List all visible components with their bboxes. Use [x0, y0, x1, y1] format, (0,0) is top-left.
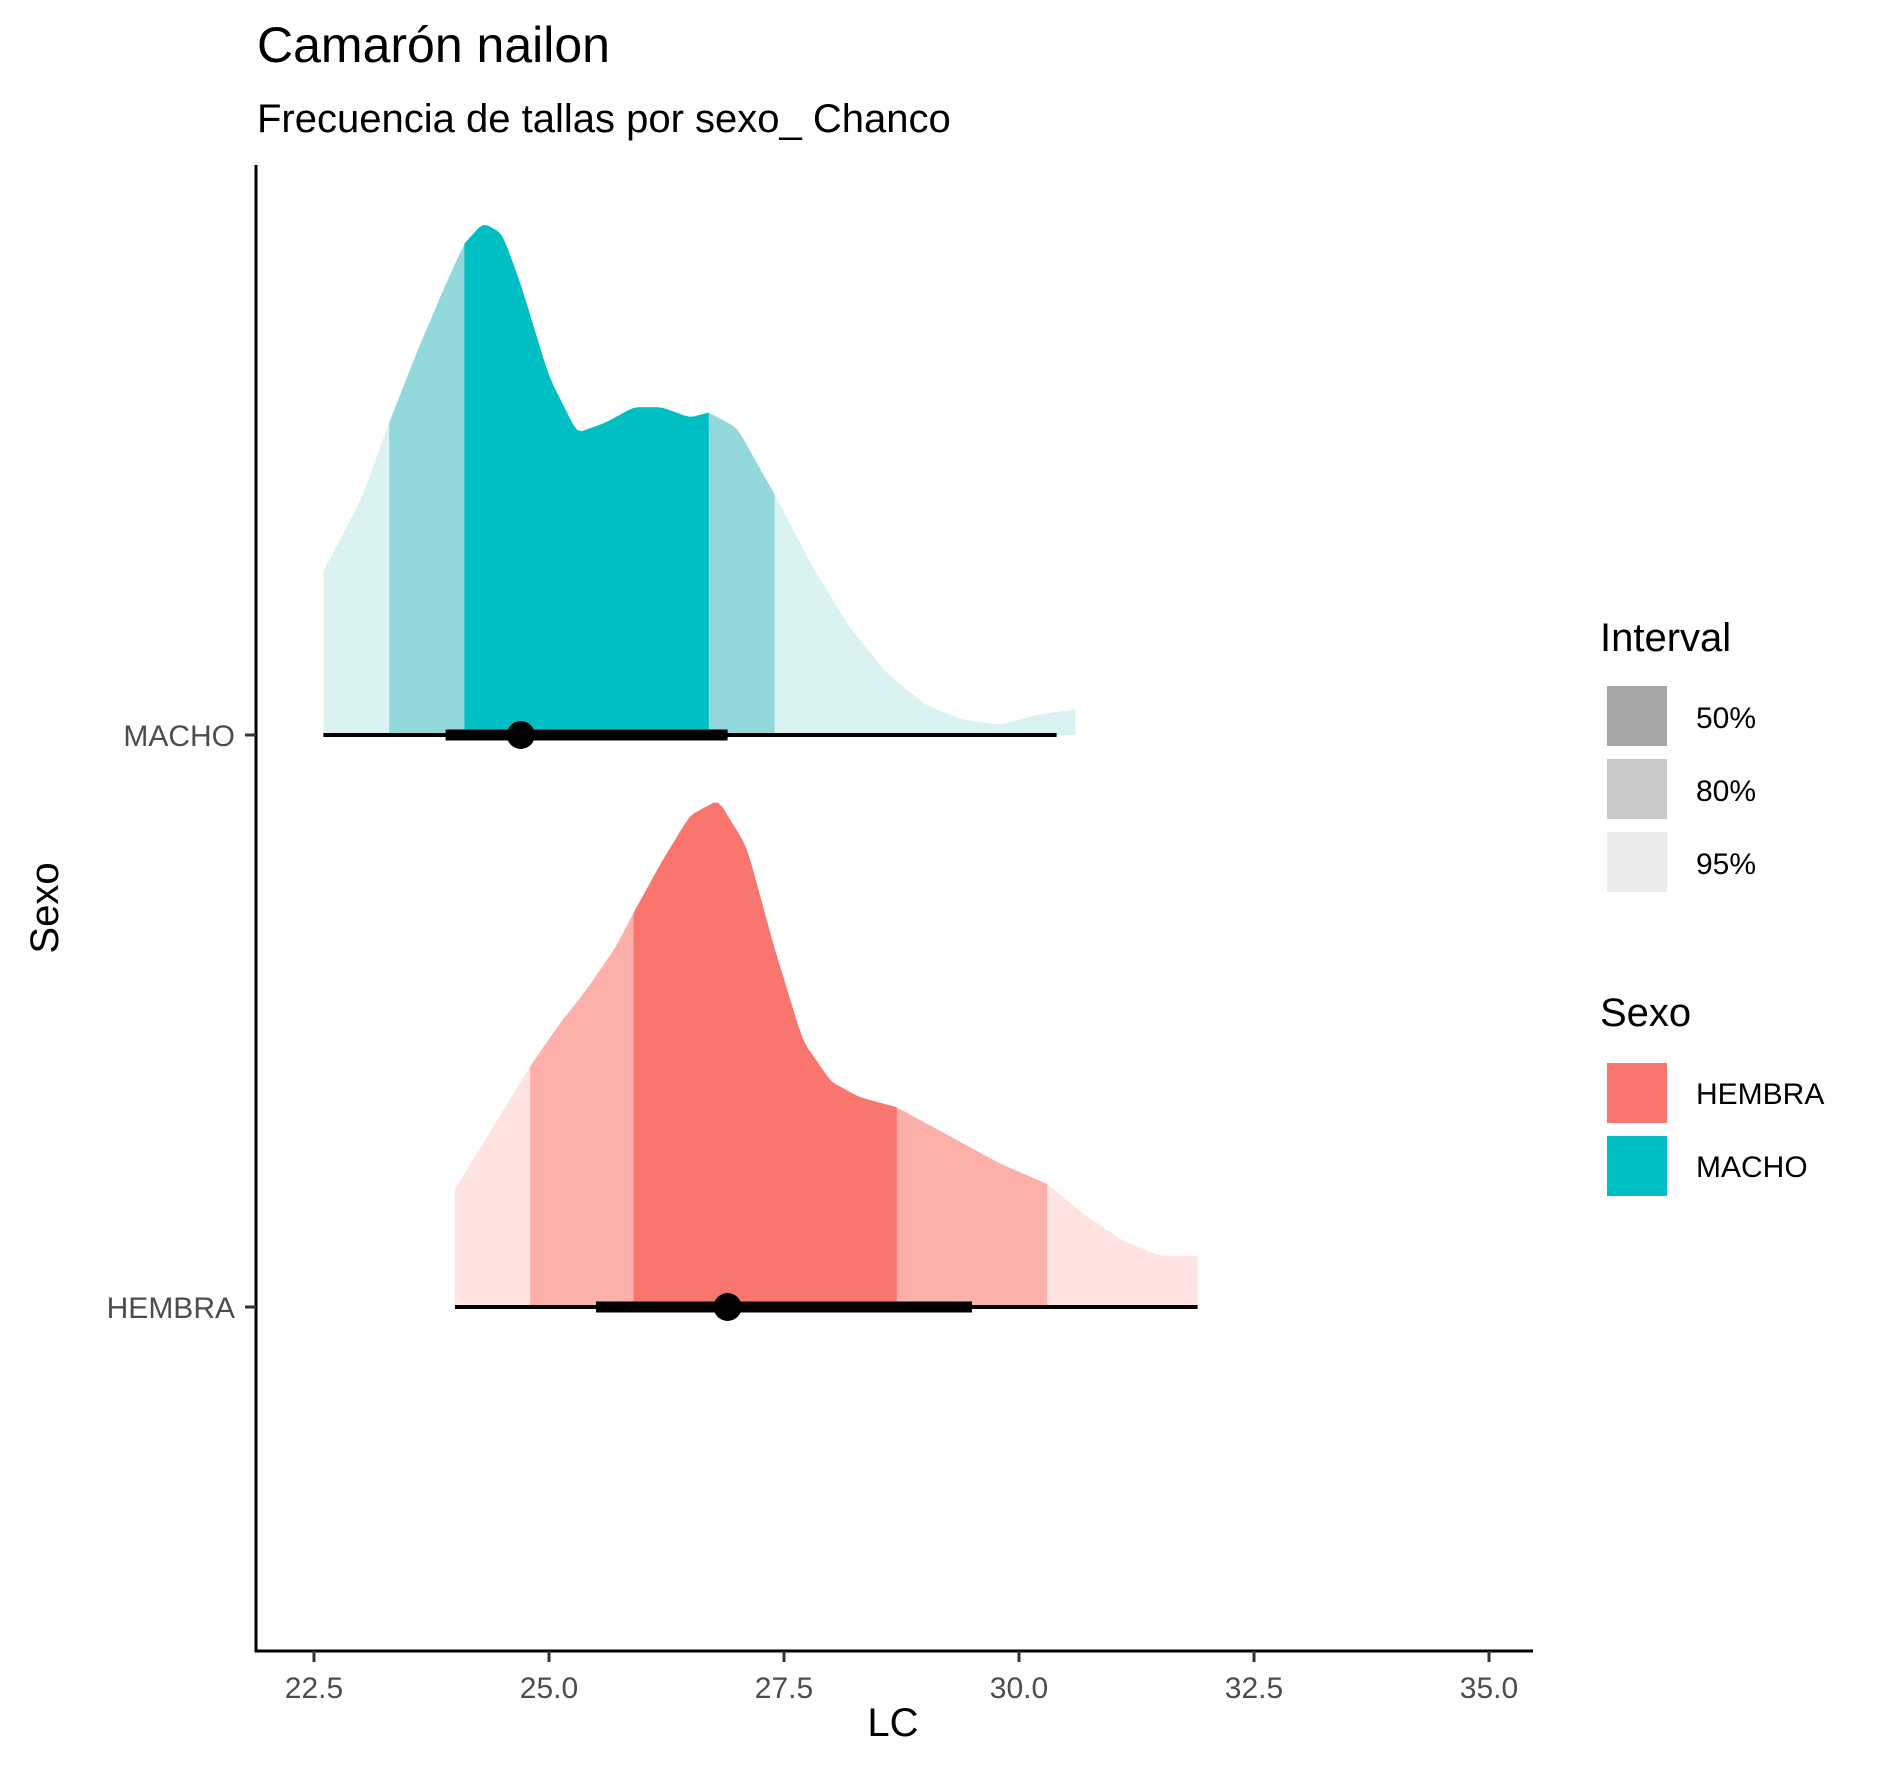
legend-title-interval: Interval — [1600, 616, 1731, 660]
legend-sexo-items: HEMBRA MACHO — [1607, 1063, 1824, 1196]
x-tick-label: 25.0 — [520, 1672, 578, 1705]
median-point-hembra — [713, 1293, 742, 1321]
chart-subtitle: Frecuencia de tallas por sexo_ Chanco — [257, 97, 951, 141]
legend-label-interval: 80% — [1696, 775, 1756, 808]
y-tick-label-macho: MACHO — [123, 720, 235, 753]
x-tick-label: 30.0 — [990, 1672, 1048, 1705]
y-axis-ticks: MACHO HEMBRA — [107, 720, 256, 1325]
legend-interval-items: 50% 80% 95% — [1607, 686, 1756, 892]
legend-key-interval-95 — [1607, 832, 1667, 892]
density-50-macho — [464, 224, 709, 735]
legend-label-hembra: HEMBRA — [1696, 1078, 1824, 1111]
plot-area — [323, 224, 1198, 1321]
chart-title: Camarón nailon — [257, 17, 610, 73]
x-axis-title: LC — [867, 1701, 918, 1745]
legend-label-macho: MACHO — [1696, 1151, 1808, 1184]
legend-key-macho — [1607, 1136, 1667, 1196]
legend-label-interval: 50% — [1696, 702, 1756, 735]
legend-key-interval-80 — [1607, 759, 1667, 819]
x-tick-label: 35.0 — [1460, 1672, 1518, 1705]
series-macho — [323, 224, 1076, 749]
legend-key-hembra — [1607, 1063, 1667, 1123]
x-tick-label: 22.5 — [285, 1672, 343, 1705]
legend-key-interval-50 — [1607, 686, 1667, 746]
y-axis-title: Sexo — [23, 862, 67, 953]
series-hembra — [455, 802, 1198, 1321]
x-tick-label: 32.5 — [1225, 1672, 1283, 1705]
legend-title-sexo: Sexo — [1600, 991, 1691, 1035]
legend-label-interval: 95% — [1696, 848, 1756, 881]
x-axis-ticks: 22.5 25.0 27.5 30.0 32.5 35.0 — [285, 1651, 1518, 1705]
y-tick-label-hembra: HEMBRA — [107, 1292, 235, 1325]
legend: Interval Sexo 50% 80% 95% HEMBRA MACHO — [1600, 616, 1824, 1196]
density-50-hembra — [633, 802, 897, 1307]
median-point-macho — [506, 721, 535, 749]
x-tick-label: 27.5 — [755, 1672, 813, 1705]
